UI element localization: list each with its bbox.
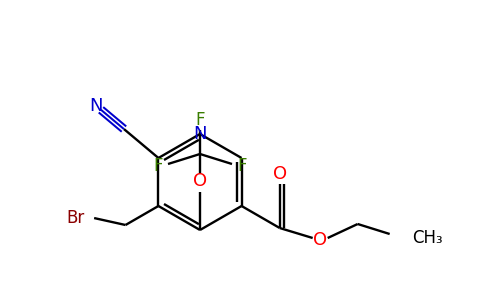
- Text: F: F: [153, 157, 163, 175]
- Text: CH₃: CH₃: [412, 229, 442, 247]
- Text: O: O: [272, 165, 287, 183]
- Text: O: O: [313, 231, 327, 249]
- Text: O: O: [193, 172, 207, 190]
- Text: Br: Br: [66, 209, 84, 227]
- Text: N: N: [90, 97, 103, 115]
- Text: N: N: [193, 125, 207, 143]
- Text: F: F: [237, 157, 247, 175]
- Text: F: F: [195, 111, 205, 129]
